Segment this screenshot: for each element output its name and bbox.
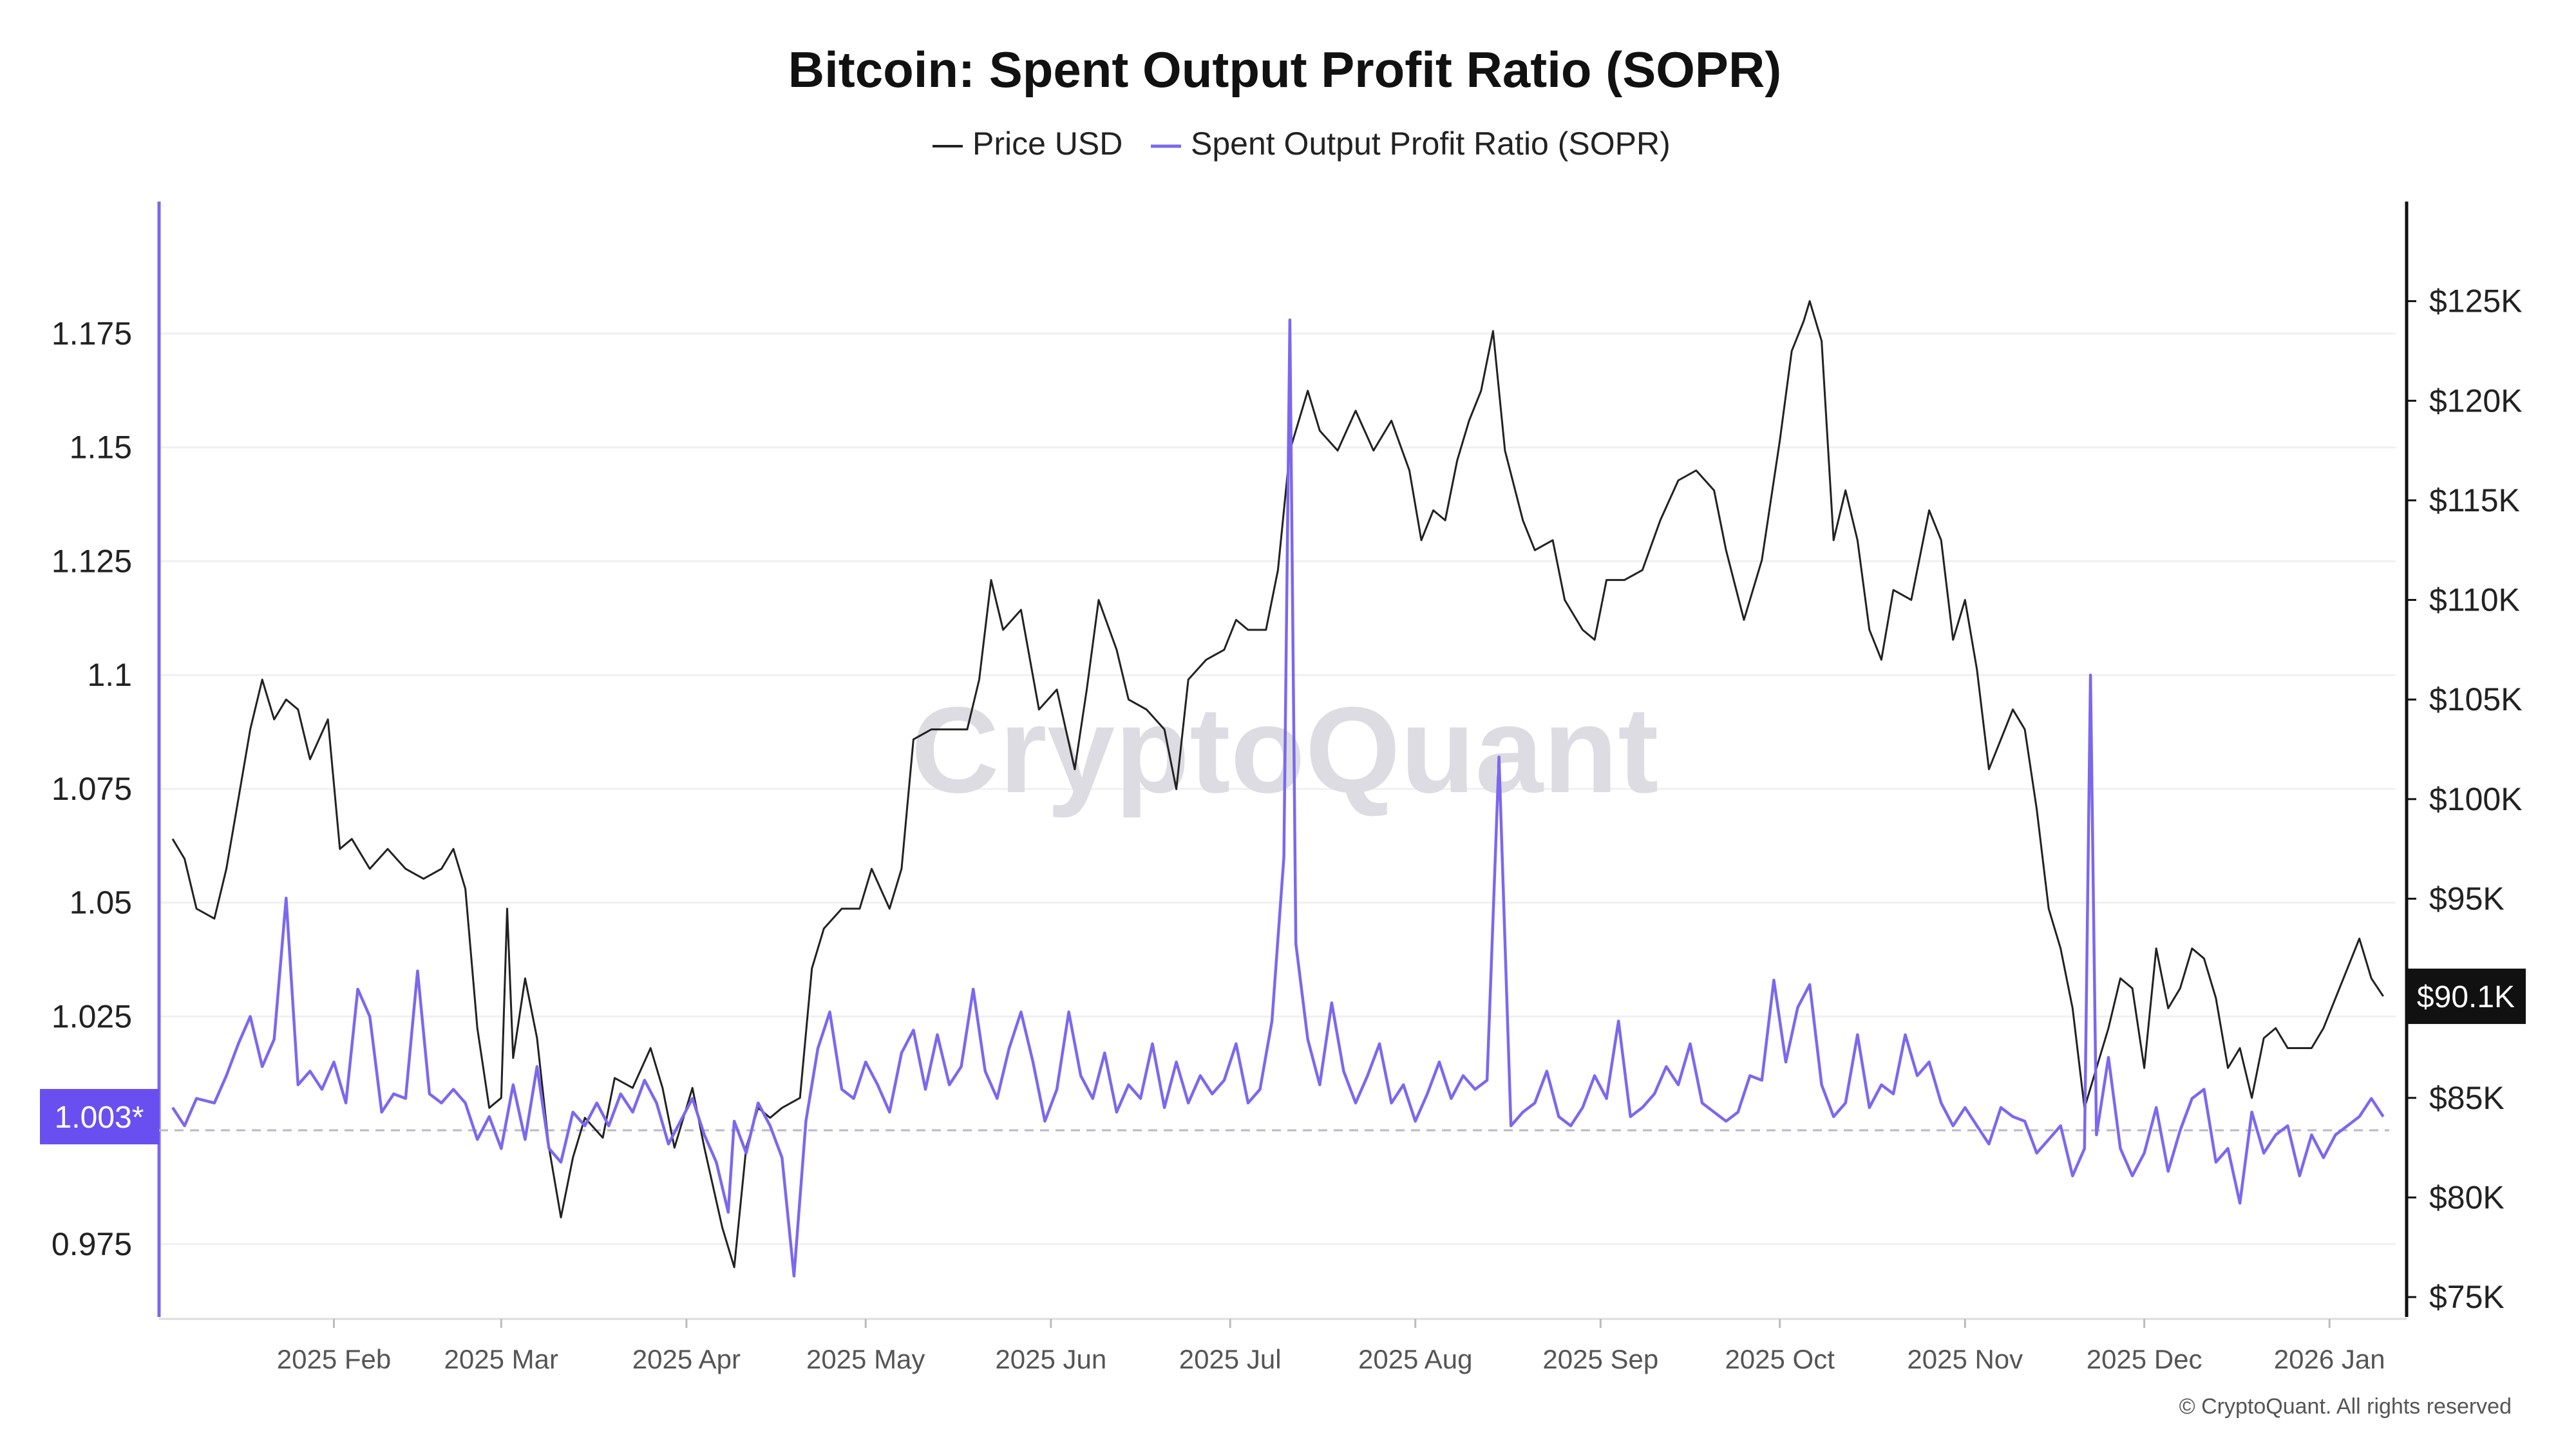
right-axis-ticks: $75K $80K $85K $95K $100K $105K $110K $115K $120…	[2407, 283, 2523, 1315]
left-tick-label: 1.1	[87, 657, 132, 693]
legend-sopr-label[interactable]: Spent Output Profit Ratio (SOPR)	[1191, 126, 1671, 162]
left-tick-label: 1.175	[52, 316, 132, 352]
right-tick-label: $110K	[2429, 582, 2520, 618]
sopr-current-badge-box	[40, 1088, 159, 1144]
left-tick-label: 0.975	[52, 1226, 132, 1262]
left-tick-label: 1.15	[70, 430, 132, 466]
left-tick-label: 1.075	[52, 771, 132, 807]
left-tick-label: 1.05	[70, 885, 132, 921]
legend: Price USD Spent Output Profit Ratio (SOP…	[933, 126, 1671, 162]
left-axis-ticks: 0.975 1.025 1.05 1.075 1.1 1.125 1.15 1.175	[52, 316, 132, 1262]
price-current-badge-box	[2407, 969, 2526, 1025]
x-tick-label: 2026 Jan	[2274, 1344, 2385, 1374]
sopr-current-badge: 1.003*	[40, 1088, 159, 1144]
x-axis-ticks: 2025 Feb 2025 Mar 2025 Apr 2025 May 2025 Jun…	[277, 1319, 2385, 1374]
x-tick-label: 2025 Oct	[1725, 1344, 1835, 1374]
chart-title: Bitcoin: Spent Output Profit Ratio (SOPR…	[788, 41, 1782, 98]
price-current-value: $90.1K	[2417, 980, 2515, 1014]
right-tick-label: $125K	[2429, 283, 2523, 319]
copyright-credit: © CryptoQuant. All rights reserved	[2179, 1394, 2512, 1419]
right-tick-label: $95K	[2429, 881, 2505, 917]
x-tick-label: 2025 Apr	[632, 1344, 741, 1374]
x-tick-label: 2025 May	[806, 1344, 925, 1374]
right-tick-label: $80K	[2429, 1179, 2505, 1215]
price-usd-line[interactable]	[171, 300, 2384, 1269]
x-tick-label: 2025 Feb	[277, 1344, 391, 1374]
right-tick-label: $120K	[2429, 383, 2523, 419]
x-tick-label: 2025 Aug	[1358, 1344, 1473, 1374]
right-tick-label: $75K	[2429, 1279, 2505, 1315]
x-tick-label: 2025 Sep	[1542, 1344, 1658, 1374]
right-tick-label: $85K	[2429, 1080, 2505, 1116]
right-tick-label: $105K	[2429, 681, 2523, 717]
right-tick-label: $115K	[2429, 482, 2520, 518]
legend-price-label[interactable]: Price USD	[972, 126, 1122, 162]
sopr-line[interactable]	[171, 318, 2385, 1278]
right-tick-label: $100K	[2429, 781, 2523, 817]
left-tick-label: 1.025	[52, 998, 132, 1034]
left-tick-label: 1.125	[52, 543, 132, 579]
price-current-badge: $90.1K	[2407, 969, 2526, 1025]
sopr-current-value: 1.003*	[55, 1101, 144, 1135]
x-tick-label: 2025 Nov	[1907, 1344, 2023, 1374]
x-tick-label: 2025 Dec	[2087, 1344, 2202, 1374]
x-tick-label: 2025 Mar	[444, 1344, 558, 1374]
x-tick-label: 2025 Jul	[1179, 1344, 1282, 1374]
x-tick-label: 2025 Jun	[995, 1344, 1106, 1374]
